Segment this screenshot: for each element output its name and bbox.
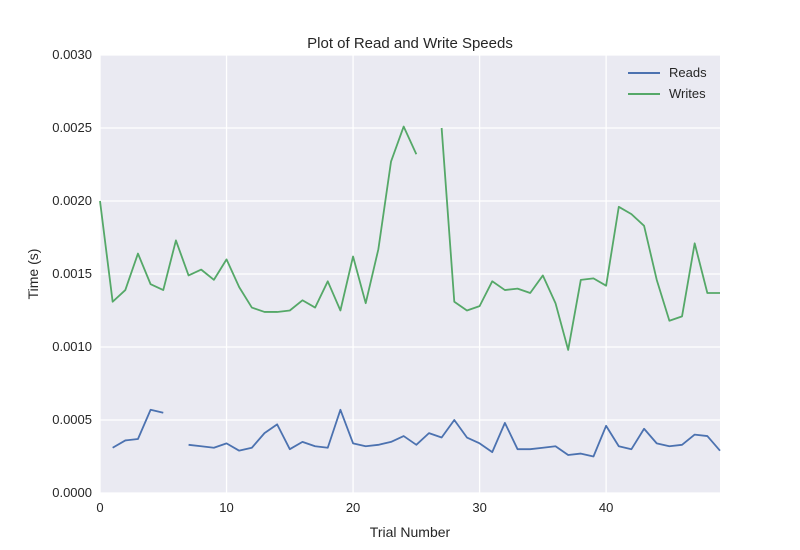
y-tick-label: 0.0005 xyxy=(52,412,92,427)
y-tick-label: 0.0000 xyxy=(52,485,92,500)
x-tick-label: 40 xyxy=(599,500,613,515)
legend: Reads Writes xyxy=(628,65,707,101)
x-tick-labels: 0 10 20 30 40 xyxy=(96,500,613,515)
y-axis-label: Time (s) xyxy=(25,249,41,300)
y-tick-labels: 0.0000 0.0005 0.0010 0.0015 0.0020 0.0025 0.00… xyxy=(52,47,92,500)
legend-label-writes: Writes xyxy=(669,86,706,101)
series-writes xyxy=(99,125,720,351)
series-line-reads xyxy=(188,408,721,458)
x-tick-label: 0 xyxy=(96,500,103,515)
x-tick-label: 30 xyxy=(472,500,486,515)
x-tick-label: 20 xyxy=(346,500,360,515)
series-layer xyxy=(99,125,721,458)
x-axis-label: Trial Number xyxy=(370,524,451,540)
grid-lines xyxy=(99,54,720,494)
series-line-writes xyxy=(99,125,418,313)
y-tick-label: 0.0030 xyxy=(52,47,92,62)
y-tick-label: 0.0025 xyxy=(52,120,92,135)
y-tick-label: 0.0020 xyxy=(52,193,92,208)
x-tick-label: 10 xyxy=(219,500,233,515)
series-reads xyxy=(112,408,721,458)
y-tick-label: 0.0015 xyxy=(52,266,92,281)
chart-title: Plot of Read and Write Speeds xyxy=(307,35,513,52)
legend-label-reads: Reads xyxy=(669,65,707,80)
series-line-writes xyxy=(440,127,720,351)
y-tick-label: 0.0010 xyxy=(52,339,92,354)
series-line-reads xyxy=(112,408,164,449)
